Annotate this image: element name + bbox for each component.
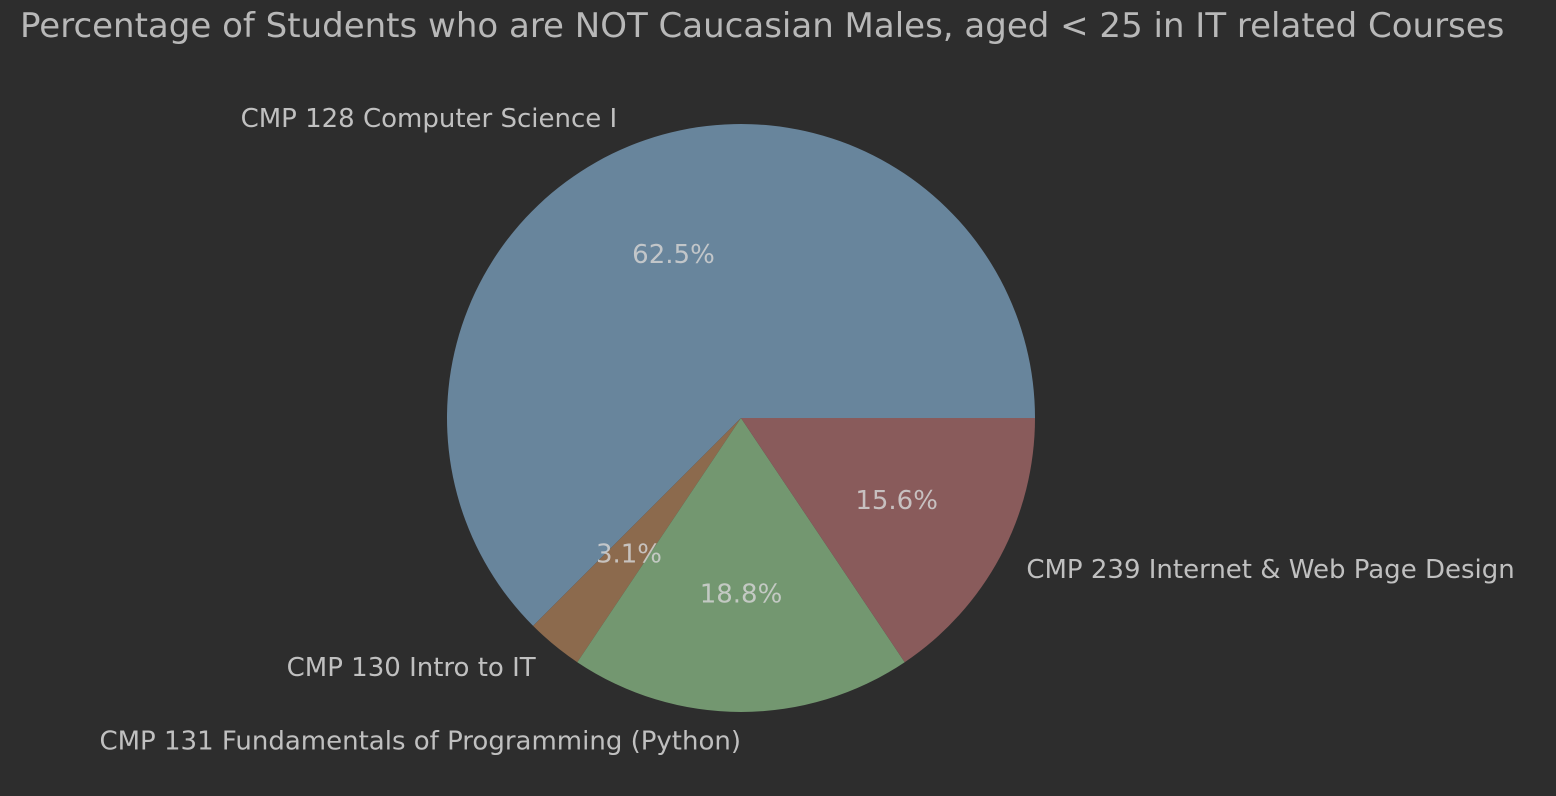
pie-slice-cmp-130-intro-to-it <box>533 418 741 663</box>
slice-label-cmp-128-computer-science-i: CMP 128 Computer Science I <box>241 104 618 134</box>
pie-slice-cmp-131-fundamentals-of-programming-python <box>577 418 905 713</box>
chart-title: Percentage of Students who are NOT Cauca… <box>20 6 1504 46</box>
slice-label-cmp-131-fundamentals-of-programming-python: CMP 131 Fundamentals of Programming (Pyt… <box>99 726 741 756</box>
pct-label-cmp-239-internet-web-page-design: 15.6% <box>855 486 938 516</box>
pct-label-cmp-131-fundamentals-of-programming-python: 18.8% <box>700 579 783 609</box>
slice-label-cmp-130-intro-to-it: CMP 130 Intro to IT <box>287 653 536 683</box>
pie-slice-cmp-128-computer-science-i <box>447 124 1035 626</box>
pie-slice-cmp-239-internet-web-page-design <box>741 418 1035 663</box>
pie-labels: CMP 128 Computer Science I 62.5% CMP 130 I… <box>99 104 1514 756</box>
pct-label-cmp-128-computer-science-i: 62.5% <box>632 240 715 270</box>
slice-label-cmp-239-internet-web-page-design: CMP 239 Internet & Web Page Design <box>1026 555 1514 585</box>
pct-label-cmp-130-intro-to-it: 3.1% <box>596 539 662 569</box>
pie-slices <box>447 124 1035 713</box>
